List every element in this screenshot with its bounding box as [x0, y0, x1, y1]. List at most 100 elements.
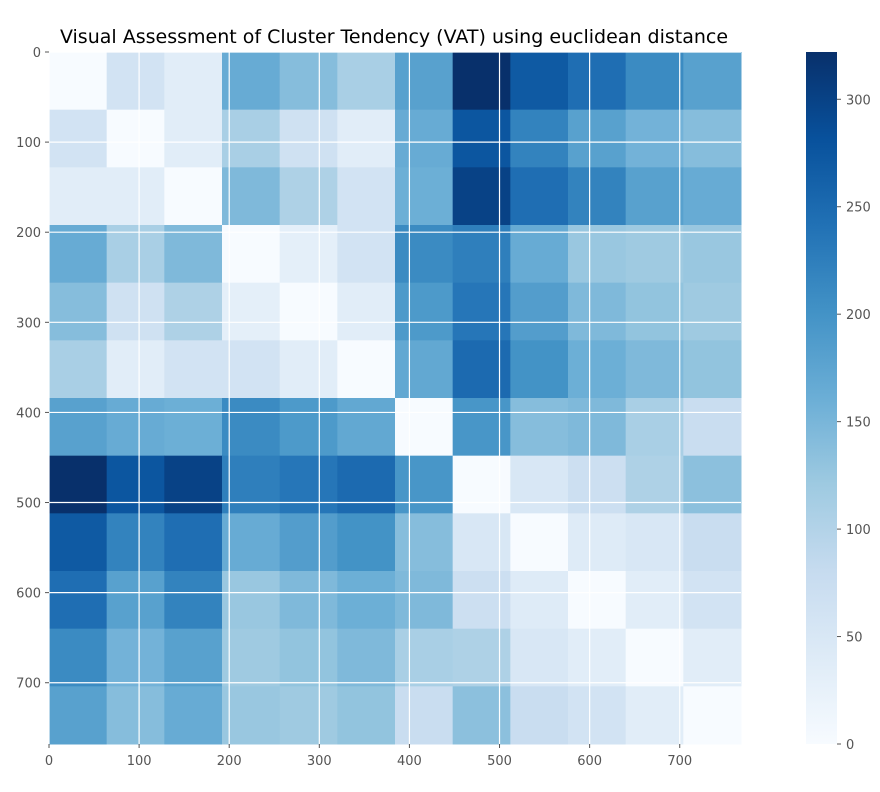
x-tick-label: 400	[397, 754, 422, 769]
heatmap-cell	[164, 455, 223, 514]
x-axis: 0 100 200 300 400 500 600 700	[45, 744, 692, 769]
y-tick-label: 100	[16, 136, 41, 151]
heatmap-cell	[395, 455, 454, 514]
heatmap-cell	[279, 340, 338, 399]
heatmap-cell	[510, 225, 569, 284]
heatmap-cell	[49, 571, 108, 630]
heatmap-cell	[337, 455, 396, 514]
heatmap-cell	[625, 225, 684, 284]
heatmap-cell	[222, 398, 281, 457]
heatmap-cell	[164, 398, 223, 457]
heatmap-cell	[106, 571, 165, 630]
heatmap-cell	[279, 225, 338, 284]
heatmap-cell	[222, 686, 281, 745]
heatmap-cell	[395, 340, 454, 399]
heatmap-cell	[106, 628, 165, 687]
heatmap-cell	[337, 282, 396, 341]
heatmap-cell	[164, 282, 223, 341]
heatmap-cell	[49, 398, 108, 457]
colorbar-tick-label: 100	[846, 523, 871, 538]
heatmap-cell	[395, 686, 454, 745]
x-tick-label: 100	[127, 754, 152, 769]
heatmap-cell	[337, 109, 396, 168]
heatmap-cell	[568, 628, 627, 687]
heatmap-cell	[279, 571, 338, 630]
heatmap-cells	[49, 52, 742, 745]
heatmap-cell	[683, 282, 742, 341]
heatmap-cell	[337, 340, 396, 399]
heatmap-cell	[49, 282, 108, 341]
heatmap-cell	[106, 513, 165, 572]
heatmap-cell	[452, 398, 511, 457]
heatmap-cell	[625, 52, 684, 111]
x-tick-label: 600	[577, 754, 602, 769]
colorbar-tick-label: 150	[846, 416, 871, 431]
heatmap-cell	[49, 167, 108, 226]
heatmap-cell	[279, 398, 338, 457]
heatmap-cell	[337, 513, 396, 572]
x-tick-label: 700	[667, 754, 692, 769]
heatmap-cell	[452, 52, 511, 111]
heatmap-cell	[279, 52, 338, 111]
heatmap-cell	[337, 52, 396, 111]
y-tick-label: 500	[16, 497, 41, 512]
heatmap-cell	[279, 282, 338, 341]
grid-lines	[48, 51, 741, 744]
heatmap-cell	[49, 109, 108, 168]
colorbar-tick-label: 200	[846, 308, 871, 323]
heatmap-cell	[164, 109, 223, 168]
heatmap-cell	[510, 167, 569, 226]
heatmap-cell	[568, 513, 627, 572]
heatmap-cell	[279, 167, 338, 226]
heatmap-cell	[164, 686, 223, 745]
heatmap-cell	[683, 513, 742, 572]
heatmap-cell	[625, 686, 684, 745]
heatmap-cell	[106, 225, 165, 284]
heatmap-cell	[106, 282, 165, 341]
heatmap-cell	[337, 686, 396, 745]
heatmap-cell	[452, 167, 511, 226]
heatmap-cell	[106, 686, 165, 745]
heatmap-cell	[510, 398, 569, 457]
heatmap-cell	[164, 340, 223, 399]
heatmap-cell	[106, 398, 165, 457]
heatmap-cell	[683, 571, 742, 630]
heatmap-cell	[49, 628, 108, 687]
heatmap-cell	[106, 109, 165, 168]
heatmap-cell	[568, 109, 627, 168]
heatmap-cell	[337, 628, 396, 687]
heatmap-cell	[222, 571, 281, 630]
heatmap-cell	[164, 52, 223, 111]
heatmap-cell	[164, 513, 223, 572]
heatmap-cell	[452, 225, 511, 284]
heatmap-cell	[510, 571, 569, 630]
colorbar-axis: 0 50 100 150 200 250 300	[837, 93, 871, 753]
heatmap-cell	[510, 686, 569, 745]
heatmap-cell	[568, 282, 627, 341]
heatmap-cell	[568, 340, 627, 399]
colorbar	[806, 52, 837, 744]
heatmap-cell	[49, 686, 108, 745]
heatmap-cell	[510, 455, 569, 514]
heatmap-cell	[452, 109, 511, 168]
heatmap-cell	[222, 52, 281, 111]
y-tick-label: 400	[16, 406, 41, 421]
heatmap-cell	[106, 455, 165, 514]
heatmap-cell	[452, 686, 511, 745]
heatmap-cell	[452, 628, 511, 687]
heatmap-cell	[222, 513, 281, 572]
heatmap-cell	[337, 398, 396, 457]
y-tick-label: 300	[16, 316, 41, 331]
x-tick-label: 500	[487, 754, 512, 769]
heatmap-cell	[683, 686, 742, 745]
heatmap-cell	[222, 109, 281, 168]
heatmap-cell	[625, 628, 684, 687]
heatmap-cell	[452, 340, 511, 399]
heatmap-cell	[452, 513, 511, 572]
heatmap-cell	[625, 571, 684, 630]
heatmap-cell	[625, 398, 684, 457]
heatmap-cell	[452, 282, 511, 341]
heatmap-cell	[395, 628, 454, 687]
y-tick-label: 200	[16, 226, 41, 241]
heatmap-cell	[510, 109, 569, 168]
